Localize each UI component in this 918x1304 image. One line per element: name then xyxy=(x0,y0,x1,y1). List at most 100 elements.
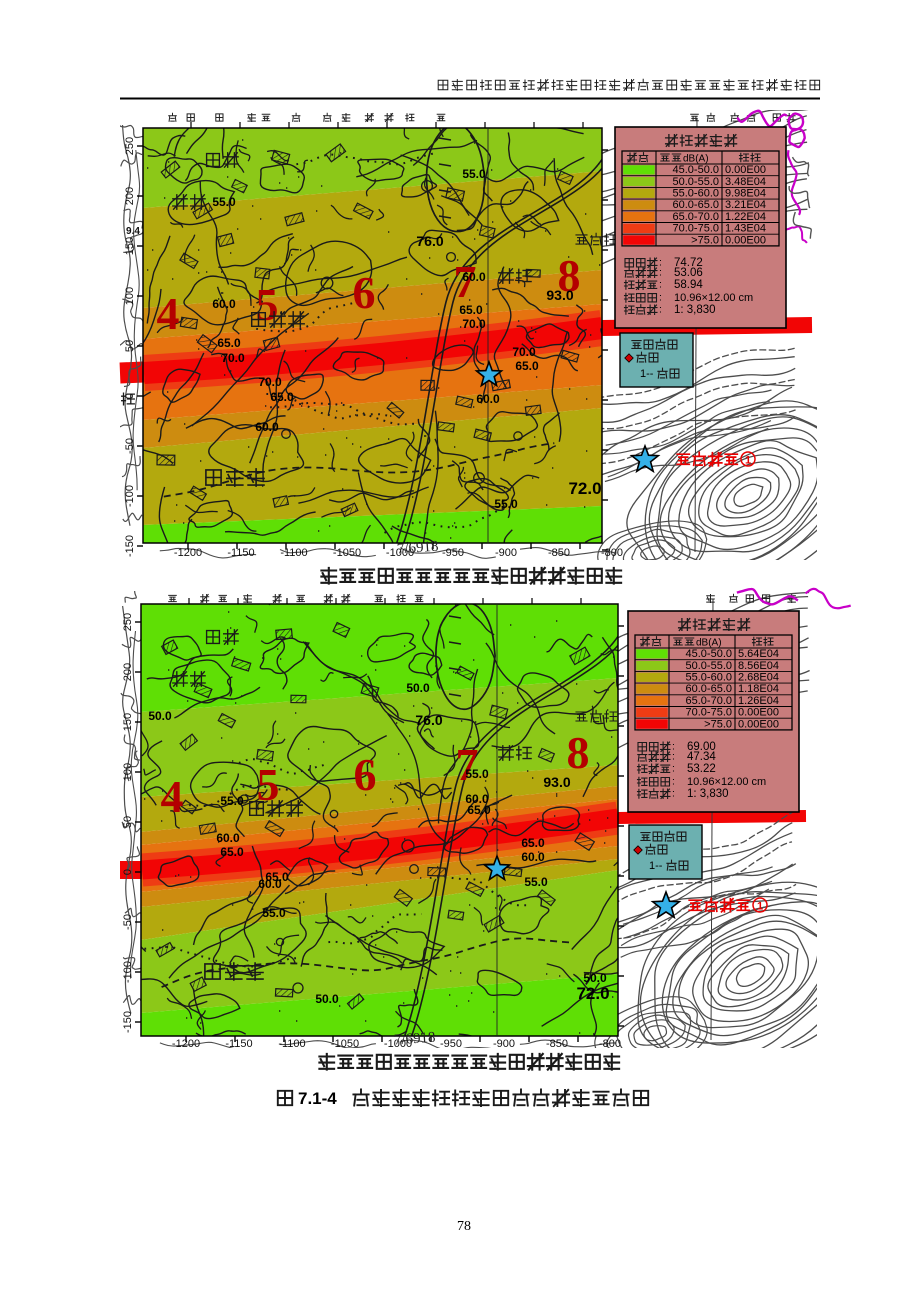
svg-text::: : xyxy=(672,788,675,800)
svg-text:>75.0: >75.0 xyxy=(691,234,719,246)
svg-text:6: 6 xyxy=(354,749,377,800)
svg-text:-850: -850 xyxy=(546,1038,568,1050)
svg-text:0.00E00: 0.00E00 xyxy=(725,234,766,246)
svg-text:150: 150 xyxy=(122,713,134,731)
svg-text:58.94: 58.94 xyxy=(674,279,703,291)
svg-text:74.72: 74.72 xyxy=(674,257,703,269)
svg-text:-1100: -1100 xyxy=(278,1038,305,1050)
svg-text:150: 150 xyxy=(124,237,136,255)
svg-text:>75.0: >75.0 xyxy=(704,718,732,730)
svg-text::: : xyxy=(659,304,662,316)
svg-text:-150: -150 xyxy=(124,535,136,557)
svg-text:55.0: 55.0 xyxy=(462,167,486,181)
svg-text:55.0: 55.0 xyxy=(494,497,518,511)
svg-text:55.0-60.0: 55.0-60.0 xyxy=(686,672,732,684)
svg-text:0.00E00: 0.00E00 xyxy=(738,718,779,730)
svg-text:65.0: 65.0 xyxy=(220,845,244,859)
svg-text:1--: 1-- xyxy=(640,368,654,380)
svg-text:55.0: 55.0 xyxy=(465,767,489,781)
svg-text:60.0: 60.0 xyxy=(216,831,240,845)
svg-text:50: 50 xyxy=(122,816,134,828)
svg-text:5.64E04: 5.64E04 xyxy=(738,648,779,660)
svg-text:50.0: 50.0 xyxy=(583,971,607,985)
svg-text:8.56E04: 8.56E04 xyxy=(738,660,779,672)
svg-text:dB(A): dB(A) xyxy=(696,638,722,649)
svg-text:-50: -50 xyxy=(124,438,136,454)
svg-text:78: 78 xyxy=(457,1219,471,1234)
svg-text:60.0: 60.0 xyxy=(462,270,486,284)
svg-text:60.0: 60.0 xyxy=(212,297,236,311)
svg-text:250: 250 xyxy=(124,137,136,155)
svg-text::: : xyxy=(659,279,662,291)
svg-text:70.0: 70.0 xyxy=(462,317,486,331)
svg-text:7.1-4: 7.1-4 xyxy=(298,1089,337,1108)
svg-text:2.68E04: 2.68E04 xyxy=(738,672,779,684)
svg-text:-900: -900 xyxy=(493,1038,515,1050)
svg-text:7/6918: 7/6918 xyxy=(393,1030,436,1049)
svg-text:65.0-70.0: 65.0-70.0 xyxy=(673,211,719,223)
svg-text:70.0-75.0: 70.0-75.0 xyxy=(673,223,719,235)
svg-text:76.0: 76.0 xyxy=(416,233,443,249)
svg-text:0.00E00: 0.00E00 xyxy=(738,707,779,719)
svg-text:-1050: -1050 xyxy=(333,547,361,559)
svg-text:45.0-50.0: 45.0-50.0 xyxy=(686,648,732,660)
svg-text:60.0: 60.0 xyxy=(465,792,489,806)
svg-text:1.18E04: 1.18E04 xyxy=(738,683,779,695)
svg-text:50.0: 50.0 xyxy=(406,681,430,695)
svg-text:-1050: -1050 xyxy=(331,1038,359,1050)
svg-text:72.0: 72.0 xyxy=(576,984,609,1003)
svg-text:1--: 1-- xyxy=(649,860,663,872)
svg-text::: : xyxy=(672,751,675,763)
svg-text:1: 1 xyxy=(745,455,751,467)
svg-text:1.43E04: 1.43E04 xyxy=(725,223,766,235)
svg-text:-1200: -1200 xyxy=(172,1038,200,1050)
svg-text:65.0: 65.0 xyxy=(265,870,289,884)
svg-text:-1100: -1100 xyxy=(280,547,307,559)
svg-text:200: 200 xyxy=(122,663,134,681)
svg-text:1: 3,830: 1: 3,830 xyxy=(674,304,716,316)
svg-text:-100: -100 xyxy=(124,485,136,507)
svg-text:5: 5 xyxy=(257,759,280,810)
svg-text::: : xyxy=(659,257,662,269)
svg-text::: : xyxy=(672,763,675,775)
svg-text:47.34: 47.34 xyxy=(687,751,716,763)
svg-text:8: 8 xyxy=(558,250,581,301)
svg-text:-1150: -1150 xyxy=(225,1038,252,1050)
svg-text:6: 6 xyxy=(353,267,376,318)
svg-text:4: 4 xyxy=(161,771,184,822)
svg-text:250: 250 xyxy=(122,613,134,631)
svg-text:60.0: 60.0 xyxy=(258,877,282,891)
svg-text:60.0: 60.0 xyxy=(476,392,500,406)
svg-text:10.96×12.00 cm: 10.96×12.00 cm xyxy=(687,776,766,788)
svg-text:69.00: 69.00 xyxy=(687,741,716,753)
svg-text:3.21E04: 3.21E04 xyxy=(725,199,766,211)
svg-text:60.0-65.0: 60.0-65.0 xyxy=(673,199,719,211)
svg-text:dB(A): dB(A) xyxy=(683,154,709,165)
svg-text:93.0: 93.0 xyxy=(546,287,573,303)
svg-text:60.0: 60.0 xyxy=(521,850,545,864)
svg-text:76.0: 76.0 xyxy=(415,712,442,728)
svg-text:-150: -150 xyxy=(122,1011,134,1033)
svg-text:50.0: 50.0 xyxy=(148,709,172,723)
svg-text:-100: -100 xyxy=(122,961,134,983)
svg-text:70.0: 70.0 xyxy=(258,375,282,389)
svg-text:1: 3,830: 1: 3,830 xyxy=(687,788,729,800)
svg-text:0.00E00: 0.00E00 xyxy=(725,164,766,176)
svg-text:-850: -850 xyxy=(548,547,570,559)
svg-text:60.0: 60.0 xyxy=(255,420,279,434)
svg-text:1.26E04: 1.26E04 xyxy=(738,695,779,707)
svg-text:-1150: -1150 xyxy=(227,547,254,559)
svg-text:50.0-55.0: 50.0-55.0 xyxy=(673,176,719,188)
svg-text::: : xyxy=(672,776,675,788)
svg-text:65.0: 65.0 xyxy=(521,836,545,850)
svg-text:50: 50 xyxy=(124,340,136,352)
svg-text:-950: -950 xyxy=(440,1038,462,1050)
svg-text:10.96×12.00 cm: 10.96×12.00 cm xyxy=(674,292,753,304)
svg-text:65.0-70.0: 65.0-70.0 xyxy=(686,695,732,707)
svg-text:-1000: -1000 xyxy=(386,547,414,559)
svg-text:1.22E04: 1.22E04 xyxy=(725,211,766,223)
svg-text:-800: -800 xyxy=(601,547,623,559)
svg-text:70.0-75.0: 70.0-75.0 xyxy=(686,707,732,719)
svg-text:4: 4 xyxy=(157,288,180,339)
svg-text:45.0-50.0: 45.0-50.0 xyxy=(673,164,719,176)
